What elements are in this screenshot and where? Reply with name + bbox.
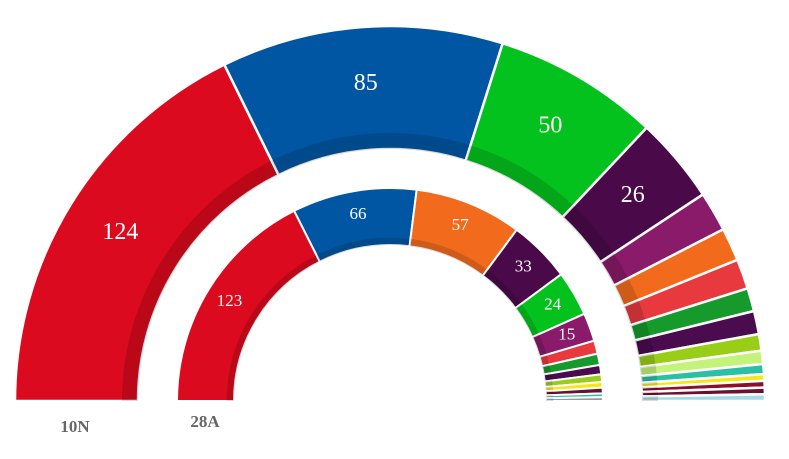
chart-label: 28A xyxy=(190,412,220,431)
segment xyxy=(544,396,605,402)
segment-shade xyxy=(482,269,522,309)
segment-shade xyxy=(543,373,553,382)
segment-shade xyxy=(544,380,553,388)
segment xyxy=(640,392,767,403)
segment-shade xyxy=(639,365,657,377)
segment-shade xyxy=(600,253,629,286)
value-label: 50 xyxy=(538,112,562,138)
segment-shade xyxy=(316,237,411,262)
value-label: 123 xyxy=(217,291,243,310)
value-label: 26 xyxy=(621,182,645,208)
segment-shade xyxy=(539,354,550,367)
value-label: 57 xyxy=(452,215,470,234)
value-label: 15 xyxy=(558,324,575,343)
value-label: 124 xyxy=(102,219,138,245)
value-label: 24 xyxy=(544,295,562,314)
segment-shade xyxy=(614,278,639,307)
segment-shade xyxy=(630,320,651,341)
segment-shade xyxy=(634,336,654,357)
segment-shade xyxy=(226,255,320,401)
chart-label: 10N xyxy=(60,417,90,436)
segment-shade xyxy=(545,398,554,401)
segment-shade xyxy=(637,353,656,368)
segment xyxy=(175,209,322,402)
segment-shade xyxy=(465,145,574,218)
segment-shade xyxy=(532,334,547,357)
segment-shade xyxy=(562,205,614,263)
segment-shade xyxy=(515,303,540,338)
value-label: 66 xyxy=(350,204,367,223)
segment-shade xyxy=(641,396,658,401)
segment-shade xyxy=(409,238,488,276)
segment-shade xyxy=(122,160,279,401)
value-label: 33 xyxy=(515,257,532,276)
segment-shade xyxy=(542,364,552,375)
segment-shade xyxy=(623,300,646,326)
value-label: 85 xyxy=(354,70,378,96)
segment-shade xyxy=(271,133,471,175)
